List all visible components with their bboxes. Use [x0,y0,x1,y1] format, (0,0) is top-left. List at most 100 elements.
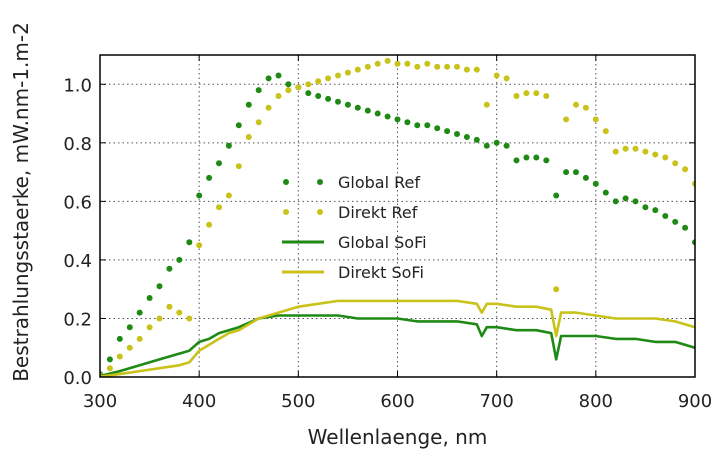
series-point-direkt-ref [642,148,649,155]
series-point-global-ref [622,195,629,202]
series-point-global-ref [533,154,540,161]
series-point-global-ref [602,189,609,196]
series-point-global-ref [126,324,133,331]
series-point-global-ref [116,335,123,342]
series-point-global-ref [235,122,242,129]
legend-swatch-dot [317,179,323,185]
series-point-global-ref [473,136,480,143]
series-point-global-ref [444,128,451,135]
series-point-direkt-ref [463,66,470,73]
series-point-direkt-ref [493,72,500,79]
series-point-global-ref [652,207,659,214]
series-point-direkt-ref [354,66,361,73]
series-point-direkt-ref [602,128,609,135]
series-point-global-ref [265,75,272,82]
series-point-global-ref [414,122,421,129]
series-point-global-ref [225,142,232,149]
grid [100,55,695,377]
series-point-global-ref [255,87,262,94]
series-point-global-ref [206,174,213,181]
x-tick-label: 700 [479,391,513,412]
series-point-global-ref [404,119,411,126]
series-point-direkt-ref [136,335,143,342]
series-point-global-ref [136,309,143,316]
series-point-direkt-ref [563,116,570,123]
y-tick-label: 1.0 [63,75,92,96]
y-tick-label: 0.6 [63,192,92,213]
series-point-global-ref [513,157,520,164]
series-point-global-ref [354,104,361,111]
series-point-global-ref [315,93,322,99]
series-point-direkt-ref [523,90,530,97]
series-point-global-ref [275,72,282,79]
series-point-global-ref [612,198,619,205]
series-point-global-ref [543,157,550,164]
series-point-global-ref [196,192,203,199]
legend: Global Ref Direkt Ref Global SoFi Direkt So… [282,173,427,282]
series-point-direkt-ref [335,72,341,79]
series-point-direkt-ref [612,148,619,155]
series-point-global-ref [592,180,599,187]
series-point-direkt-ref [344,69,351,76]
series-point-global-ref [642,204,649,211]
series-point-direkt-ref [652,151,659,158]
series-point-global-ref [186,239,193,246]
series-point-direkt-ref [404,60,411,67]
series-point-global-ref [285,81,292,88]
series-point-global-ref [424,122,431,129]
series-point-direkt-ref [285,87,292,94]
series-point-direkt-ref [384,57,391,64]
series-point-global-ref [503,142,510,149]
series-point-direkt-ref [325,75,332,82]
series-point-global-ref [682,224,689,231]
series-point-global-ref [582,174,589,181]
x-tick-label: 400 [182,391,216,412]
x-tick-label: 900 [678,391,712,412]
series-point-direkt-ref [364,63,371,70]
series-point-direkt-ref [582,104,589,111]
series-point-direkt-ref [315,78,322,85]
series-point-direkt-ref [533,90,540,97]
legend-item-direkt-sofi: Direkt SoFi [282,263,424,282]
series-point-direkt-ref [553,286,560,293]
series-point-global-ref [176,256,183,263]
series-line-global-sofi [100,314,695,377]
series-point-global-ref [156,283,163,290]
series-point-direkt-ref [454,63,460,70]
legend-item-global-sofi: Global SoFi [282,233,427,252]
y-tick-label: 0.4 [63,251,92,272]
series-point-direkt-ref [265,104,272,111]
series-point-direkt-ref [176,309,183,316]
legend-label: Global Ref [338,173,420,192]
series-point-global-ref [245,101,252,108]
series-point-direkt-ref [305,81,312,88]
series-point-direkt-ref [146,324,153,331]
series-point-direkt-ref [116,353,123,360]
series-layer [100,57,695,377]
series-point-direkt-ref [275,93,282,99]
series-point-direkt-ref [374,60,381,67]
series-point-direkt-ref [245,134,252,140]
x-tick-label: 500 [281,391,315,412]
series-point-global-ref [216,160,222,167]
series-point-direkt-ref [225,192,232,199]
series-point-direkt-ref [513,93,520,99]
series-point-direkt-ref [434,63,441,70]
legend-item-direkt-ref: Direkt Ref [283,203,418,222]
series-point-direkt-ref [573,101,579,108]
series-point-direkt-ref [672,160,679,167]
series-point-direkt-ref [414,63,421,70]
legend-item-global-ref: Global Ref [283,173,420,192]
series-point-direkt-ref [126,344,133,351]
series-point-direkt-ref [592,116,599,123]
y-tick-label: 0.8 [63,134,92,155]
series-point-direkt-ref [483,101,490,108]
series-point-global-ref [384,113,391,120]
series-point-global-ref [573,169,579,176]
x-axis-label: Wellenlaenge, nm [308,425,488,449]
series-point-direkt-ref [156,315,163,322]
x-tick-label: 600 [380,391,414,412]
series-point-direkt-ref [543,93,550,99]
series-group [100,57,695,377]
series-point-direkt-ref [444,63,451,70]
